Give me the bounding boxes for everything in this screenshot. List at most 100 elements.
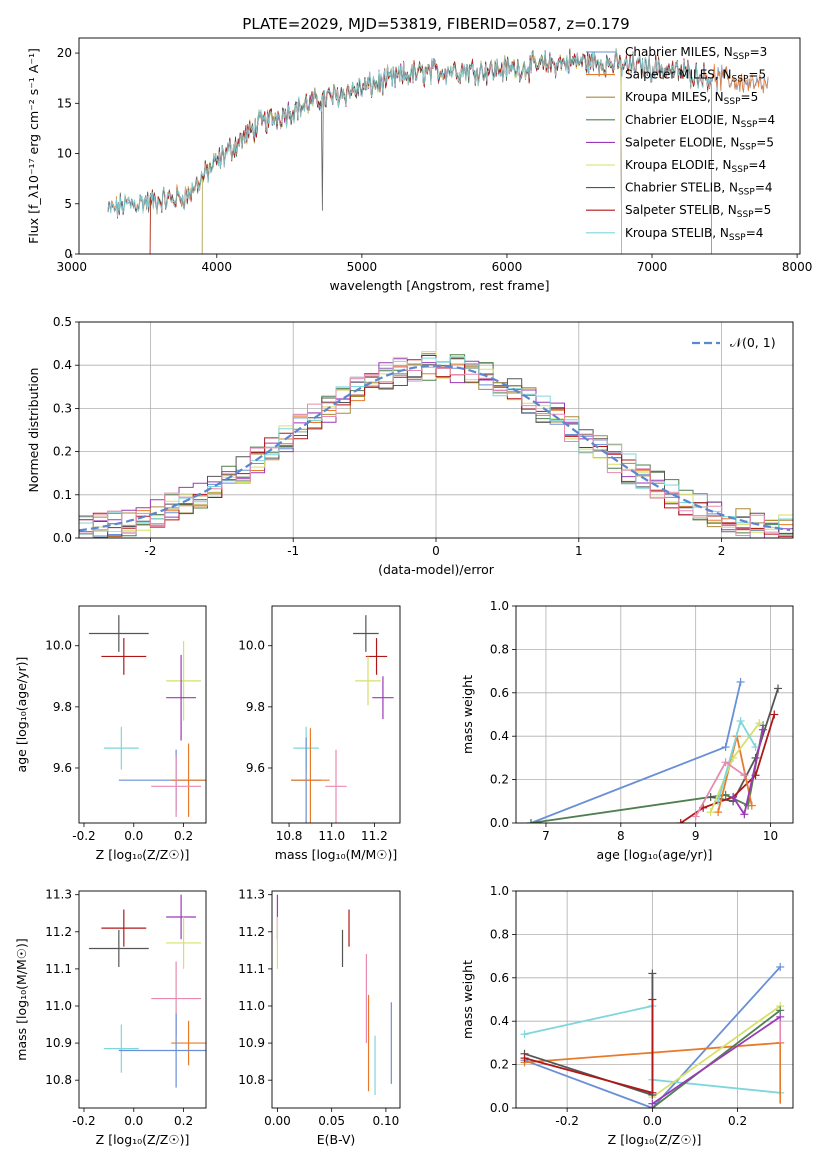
legend-subscript: SSP [738,188,755,198]
x-tick-label: -0.2 [72,1114,95,1128]
plot-area [79,351,793,538]
legend-value: =5 [741,90,759,104]
y-tick-label: 11.0 [238,999,265,1013]
x-tick-label: 0.0 [124,829,143,843]
y-axis-label: mass weight [460,675,475,754]
y-tick-label: 11.3 [45,888,72,902]
axes-frame [515,890,794,1109]
axes-frame [78,890,207,1109]
x-tick-label: 8000 [782,260,813,274]
x-tick-label: 2 [718,544,726,558]
legend-subscript: SSP [737,210,754,220]
plot-area [88,894,206,1088]
y-tick-label: 0 [64,247,72,261]
legend-value: =4 [755,181,773,195]
y-tick-label: 10.0 [45,639,72,653]
axes-frame [515,605,794,824]
x-tick-label: 8 [617,829,625,843]
y-tick-label: 0.8 [490,927,509,941]
legend-subscript: SSP [732,165,749,175]
legend-subscript: SSP [741,120,758,130]
panel-age-vs-Z: -0.2 0.0 0.2 9.6 9.8 10.0 Z [log₁₀(Z/Z☉)] age [… [14,605,207,862]
y-tick-label: 0.6 [490,686,509,700]
x-tick-label: 0.00 [264,1114,291,1128]
panel-residuals: -2 -1 0 1 2 0.0 0.1 0.2 0.3 0.4 0.5 (data-model)/er… [26,315,794,577]
x-axis-label: Z [log₁₀(Z/Z☉)] [608,1132,702,1147]
y-tick-label: 0.4 [490,1014,509,1028]
legend-value: =5 [748,68,766,82]
plot-area [88,615,206,817]
plot-area [526,677,783,823]
y-tick-label: 0.4 [53,358,72,372]
x-tick-label: 11.2 [361,829,388,843]
legend-value: =5 [754,203,772,217]
plot-area [291,615,394,823]
legend-label: Salpeter STELIB, NSSP=5 [625,203,771,220]
y-tick-label: 10.0 [238,639,265,653]
spectrum-line [107,48,712,254]
weight-line [651,1005,781,1098]
x-tick-label: 4000 [202,260,233,274]
x-axis-label: E(B-V) [317,1132,356,1147]
axes-frame [271,890,401,1109]
y-tick-label: 10.9 [238,1036,265,1050]
y-tick-label: 0.0 [53,531,72,545]
legend-subscript: SSP [732,75,749,85]
x-axis-label: Z [log₁₀(Z/Z☉)] [96,847,190,862]
plot-area [520,962,785,1108]
x-axis-label: mass [log₁₀(M/M☉)] [275,847,397,862]
x-tick-label: 0.2 [728,1114,747,1128]
legend-label: 𝒩(0, 1) [730,335,776,350]
y-tick-label: 0.8 [490,642,509,656]
y-tick-label: 5 [64,197,72,211]
legend-subscript: SSP [724,97,741,107]
y-tick-label: 10.8 [45,1073,72,1087]
panel-weight-vs-Z: -0.2 0.0 0.2 0.0 0.2 0.4 0.6 0.8 1.0 Z [log₁₀(Z/Z… [460,884,794,1147]
x-tick-label: 6000 [492,260,523,274]
legend-label: Salpeter MILES, NSSP=5 [625,68,766,85]
y-tick-label: 0.2 [490,1058,509,1072]
legend-label: Salpeter ELODIE, NSSP=5 [625,135,774,152]
y-tick-label: 1.0 [490,599,509,613]
legend-label: Chabrier STELIB, NSSP=4 [625,181,773,198]
x-axis-label: Z [log₁₀(Z/Z☉)] [96,1132,190,1147]
histogram-line [79,365,793,538]
y-tick-label: 9.8 [53,700,72,714]
legend-subscript: SSP [739,142,756,152]
x-tick-label: 0.10 [373,1114,400,1128]
y-tick-label: 0.2 [53,445,72,459]
y-axis-label: Flux [f_λ10⁻¹⁷ erg cm⁻² s⁻¹ A⁻¹] [26,48,41,244]
x-tick-label: 7000 [637,260,668,274]
y-tick-label: 11.0 [45,999,72,1013]
x-tick-label: 5000 [347,260,378,274]
y-axis-label: Normed distribution [26,368,41,493]
figure-title: PLATE=2029, MJD=53819, FIBERID=0587, z=0… [242,15,629,33]
y-tick-label: 0.3 [53,401,72,415]
y-tick-label: 1.0 [490,884,509,898]
legend-value: =5 [756,135,774,149]
histogram-line [79,356,793,534]
panel-mass-vs-Z: -0.2 0.0 0.2 10.8 10.9 11.0 11.1 11.2 11.3 Z [log… [14,888,207,1147]
panel-age-vs-mass: 10.8 11.0 11.2 9.6 9.8 10.0 mass [log₁₀(M/M☉)] [238,605,401,862]
y-tick-label: 11.3 [238,888,265,902]
axes-frame [78,321,794,539]
gaussian-curve [79,364,791,532]
y-axis-label: mass weight [460,960,475,1039]
y-tick-label: 9.6 [246,761,265,775]
y-tick-label: 11.1 [238,962,265,976]
x-tick-label: 0.2 [174,1114,193,1128]
y-tick-label: 11.2 [45,925,72,939]
legend-label: Kroupa ELODIE, NSSP=4 [625,158,766,175]
y-tick-label: 9.8 [246,700,265,714]
x-axis-label: wavelength [Angstrom, rest frame] [329,278,549,293]
y-tick-label: 10 [57,147,72,161]
y-tick-label: 15 [57,96,72,110]
legend: Chabrier MILES, NSSP=3 Salpeter MILES, NS… [586,45,775,243]
x-tick-label: 0.0 [124,1114,143,1128]
y-tick-label: 0.5 [53,315,72,329]
y-tick-label: 0.2 [490,773,509,787]
weight-line [651,1009,781,1108]
x-tick-label: -2 [144,544,156,558]
x-tick-label: 7 [542,829,550,843]
